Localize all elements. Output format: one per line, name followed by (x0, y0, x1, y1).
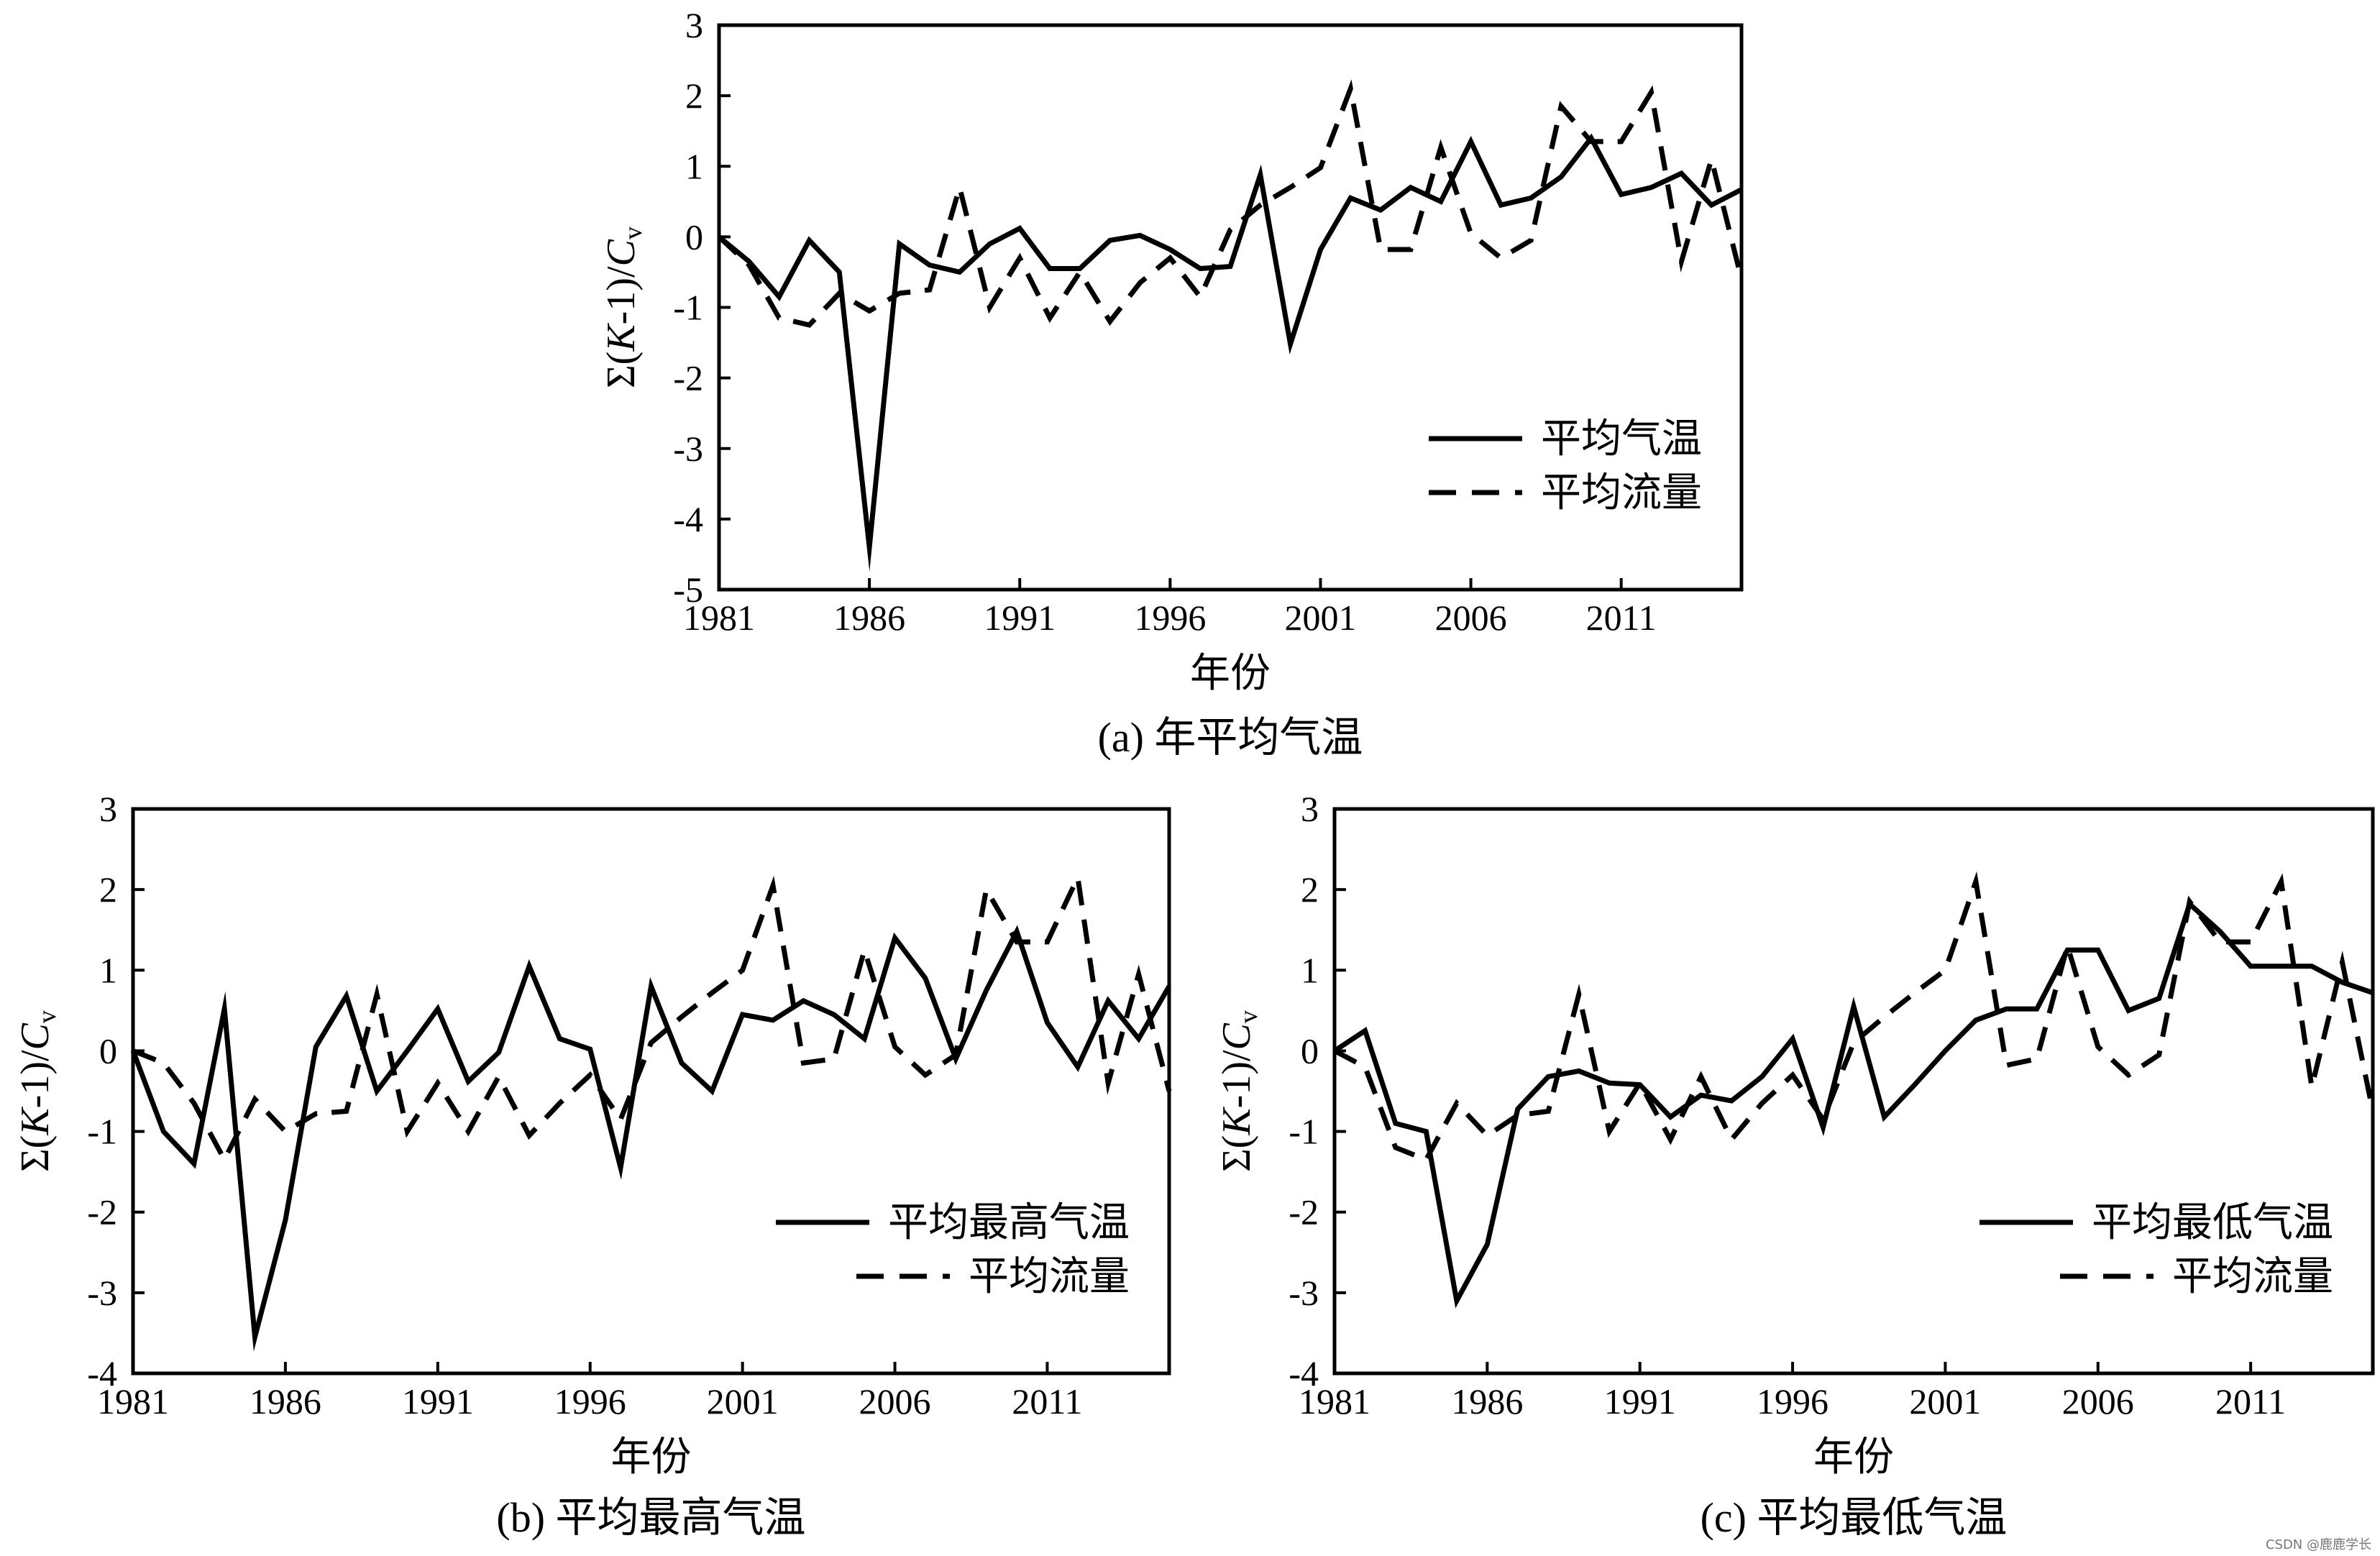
x-tick-label: 2006 (859, 1381, 931, 1422)
y-tick-label: -1 (87, 1112, 117, 1152)
y-tick-label: 3 (99, 789, 117, 829)
y-axis-label: Σ(K-1)/Cv (599, 226, 647, 388)
y-tick-label: 1 (99, 950, 117, 990)
x-tick-label: 1981 (97, 1381, 169, 1422)
x-tick-label: 1996 (1757, 1381, 1829, 1422)
x-tick-label: 2011 (2215, 1381, 2286, 1422)
series-line-temperature (717, 133, 1743, 572)
panel-caption: (b) 平均最高气温 (496, 1494, 805, 1541)
y-tick-label: -4 (673, 499, 703, 539)
legend-label: 平均最低气温 (2092, 1201, 2333, 1245)
watermark: CSDN @鹿鹿学长 (2266, 1537, 2371, 1552)
legend-label: 平均流量 (969, 1255, 1130, 1299)
x-tick-label: 1981 (1299, 1381, 1370, 1422)
x-tick-label: 2011 (1586, 598, 1657, 638)
y-tick-label: -4 (87, 1353, 117, 1393)
x-tick-label: 2006 (2062, 1381, 2134, 1422)
x-tick-label: 2006 (1435, 598, 1507, 638)
x-tick-label: 1986 (1451, 1381, 1523, 1422)
y-tick-label: -1 (673, 288, 703, 328)
y-tick-label: 3 (685, 5, 703, 45)
series-line-flow (132, 869, 1172, 1166)
x-tick-label: 2001 (1909, 1381, 1981, 1422)
legend-label: 平均流量 (1541, 471, 1702, 516)
x-tick-label: 1996 (1134, 598, 1206, 638)
y-tick-label: 2 (99, 869, 117, 910)
y-tick-label: 0 (1301, 1030, 1319, 1071)
x-tick-label: 1986 (250, 1381, 321, 1422)
y-tick-label: 0 (685, 216, 703, 257)
y-axis-label: Σ(K-1)/Cv (1214, 1010, 1263, 1172)
legend-label: 平均最高气温 (888, 1201, 1130, 1245)
y-tick-label: -2 (673, 358, 703, 398)
series-line-temperature (130, 925, 1172, 1352)
y-axis-label: Σ(K-1)/Cv (13, 1010, 61, 1172)
plot-frame (1332, 807, 2375, 1376)
y-tick-label: 1 (685, 146, 703, 186)
y-tick-label: -5 (673, 569, 703, 610)
y-tick-label: -2 (1289, 1192, 1319, 1232)
y-tick-label: 0 (99, 1030, 117, 1071)
x-axis-label: 年份 (1813, 1435, 1894, 1480)
series-line-flow (717, 79, 1744, 328)
x-tick-label: 1986 (833, 598, 905, 638)
y-tick-label: -4 (1289, 1353, 1319, 1393)
x-axis-label: 年份 (1190, 651, 1271, 696)
x-tick-label: 2001 (707, 1381, 779, 1422)
y-tick-label: 3 (1301, 789, 1319, 829)
panel-caption: (a) 年平均气温 (1098, 714, 1363, 761)
legend-label: 平均气温 (1541, 417, 1702, 462)
x-tick-label: 2011 (1012, 1381, 1082, 1422)
x-axis-label: 年份 (611, 1435, 692, 1480)
legend-label: 平均流量 (2172, 1255, 2333, 1299)
y-tick-label: 2 (1301, 869, 1319, 910)
series-line-flow (1333, 871, 2376, 1163)
x-tick-label: 1996 (554, 1381, 626, 1422)
x-tick-label: 1991 (984, 598, 1056, 638)
x-tick-label: 2001 (1284, 598, 1356, 638)
x-tick-label: 1991 (1604, 1381, 1676, 1422)
y-tick-label: -2 (87, 1192, 117, 1232)
y-tick-label: 2 (685, 75, 703, 116)
y-tick-label: -3 (1289, 1273, 1319, 1313)
y-tick-label: 1 (1301, 950, 1319, 990)
y-tick-label: -3 (673, 429, 703, 469)
y-tick-label: -3 (87, 1273, 117, 1313)
x-tick-label: 1981 (683, 598, 755, 638)
panel-caption: (c) 平均最低气温 (1701, 1494, 2008, 1541)
y-tick-label: -1 (1289, 1112, 1319, 1152)
x-tick-label: 1991 (402, 1381, 474, 1422)
series-line-temperature (1333, 900, 2374, 1309)
